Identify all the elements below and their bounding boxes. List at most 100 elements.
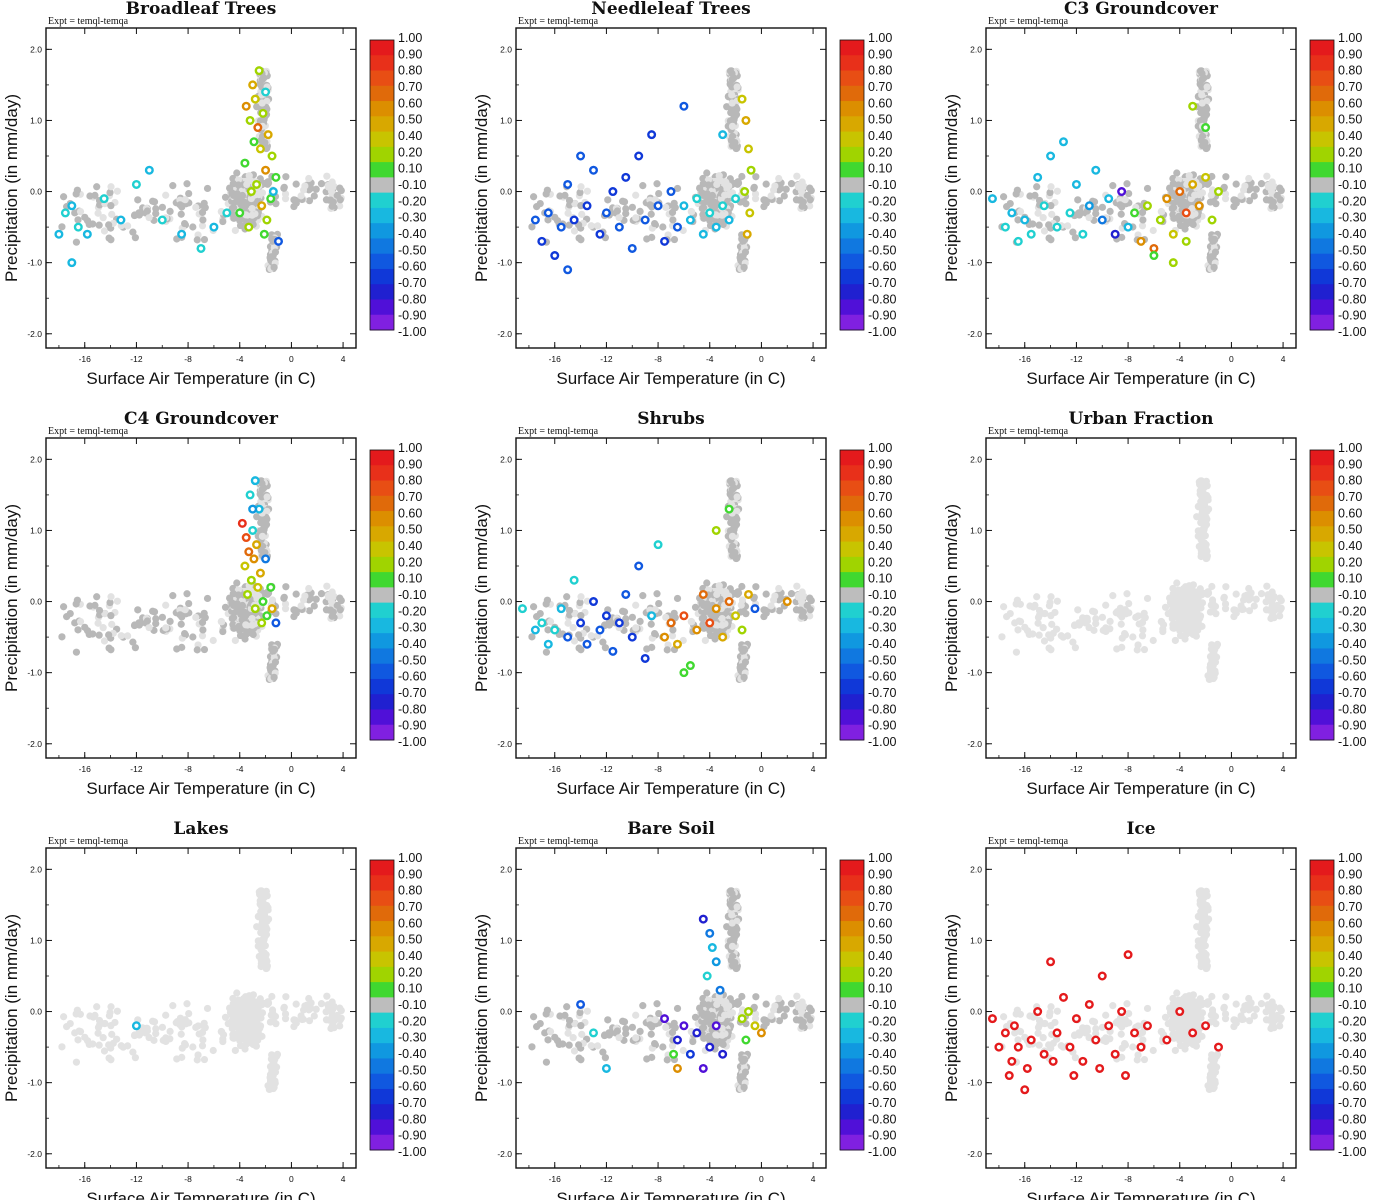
x-tick-label: 0 bbox=[759, 354, 764, 364]
colorbar-label: -0.80 bbox=[1338, 702, 1367, 716]
colorbar-swatch bbox=[1310, 663, 1334, 680]
colorbar-swatch bbox=[370, 556, 394, 573]
background-point bbox=[583, 187, 591, 195]
x-tick-label: 4 bbox=[341, 1174, 346, 1184]
background-point bbox=[999, 193, 1008, 201]
background-point bbox=[1125, 189, 1133, 198]
y-tick-label: 0.0 bbox=[970, 597, 982, 607]
background-point bbox=[775, 174, 783, 183]
background-point bbox=[243, 1000, 251, 1009]
background-point bbox=[113, 597, 121, 605]
background-point bbox=[687, 207, 695, 216]
background-point bbox=[181, 1039, 189, 1048]
background-point bbox=[59, 193, 68, 201]
background-point bbox=[150, 1018, 159, 1026]
background-point bbox=[564, 619, 572, 627]
data-point bbox=[1136, 236, 1146, 246]
background-point bbox=[1174, 181, 1183, 189]
background-point bbox=[94, 619, 102, 627]
data-point bbox=[1020, 215, 1030, 225]
colorbar-swatch bbox=[370, 1027, 394, 1044]
colorbar-swatch bbox=[840, 314, 864, 331]
background-point bbox=[327, 1007, 336, 1016]
background-point bbox=[1047, 202, 1055, 210]
colorbar-label: -0.10 bbox=[868, 588, 897, 602]
background-point bbox=[1047, 183, 1055, 191]
background-point bbox=[1257, 180, 1266, 188]
background-point bbox=[1276, 594, 1284, 602]
background-point bbox=[730, 114, 738, 122]
background-point bbox=[740, 263, 748, 271]
background-point bbox=[1133, 646, 1141, 654]
data-point bbox=[250, 476, 260, 486]
background-point bbox=[66, 609, 74, 618]
background-point bbox=[282, 993, 290, 1001]
background-point bbox=[576, 188, 584, 197]
background-point bbox=[1276, 202, 1284, 210]
background-point bbox=[105, 234, 113, 242]
background-point bbox=[564, 1029, 572, 1037]
x-axis-label: Surface Air Temperature (in C) bbox=[556, 369, 785, 388]
background-point bbox=[263, 925, 271, 933]
background-point bbox=[699, 613, 708, 622]
data-point bbox=[1194, 201, 1204, 211]
data-point bbox=[244, 222, 254, 232]
background-point bbox=[245, 992, 253, 1000]
background-point bbox=[731, 548, 739, 557]
data-point bbox=[711, 604, 721, 614]
background-point bbox=[1085, 213, 1093, 222]
background-point bbox=[699, 174, 707, 183]
background-point bbox=[162, 1034, 170, 1042]
colorbar-label: -0.70 bbox=[868, 686, 897, 700]
colorbar-swatch bbox=[1310, 253, 1334, 270]
colorbar-label: 0.50 bbox=[868, 523, 892, 537]
colorbar-label: -0.50 bbox=[1338, 243, 1367, 257]
data-point bbox=[569, 215, 579, 225]
background-point bbox=[1121, 606, 1129, 614]
data-point bbox=[672, 639, 682, 649]
y-tick-label: -2.0 bbox=[967, 329, 982, 339]
background-point bbox=[793, 582, 801, 590]
colorbar-label: 0.40 bbox=[398, 949, 422, 963]
background-point bbox=[181, 1016, 189, 1024]
data-point bbox=[595, 625, 605, 635]
colorbar-swatch bbox=[370, 982, 394, 998]
background-point bbox=[1220, 594, 1228, 602]
data-point bbox=[177, 229, 187, 239]
colorbar-label: -0.80 bbox=[398, 292, 427, 306]
background-point bbox=[1201, 138, 1209, 147]
background-point bbox=[793, 172, 801, 180]
background-point bbox=[267, 1011, 275, 1019]
background-point bbox=[648, 1053, 656, 1061]
data-point bbox=[1155, 215, 1165, 225]
colorbar-swatch bbox=[1310, 299, 1334, 316]
background-point bbox=[328, 202, 336, 210]
colorbar-label: -0.60 bbox=[1338, 670, 1367, 684]
background-point bbox=[221, 193, 230, 201]
background-point bbox=[270, 1083, 278, 1091]
data-point bbox=[1000, 222, 1010, 232]
data-point bbox=[1168, 229, 1178, 239]
background-point bbox=[734, 178, 742, 186]
data-point bbox=[698, 589, 708, 599]
background-point bbox=[74, 1036, 82, 1044]
background-point bbox=[689, 1037, 697, 1046]
background-point bbox=[124, 1042, 132, 1050]
background-point bbox=[200, 203, 209, 212]
background-point bbox=[198, 222, 207, 230]
background-point bbox=[601, 1054, 610, 1062]
background-point bbox=[1232, 199, 1240, 207]
background-point bbox=[551, 1033, 559, 1041]
background-point bbox=[131, 644, 140, 652]
colorbar-label: -0.20 bbox=[398, 604, 427, 618]
background-point bbox=[145, 213, 153, 222]
colorbar-swatch bbox=[840, 40, 864, 56]
y-axis-label: Precipitation (in mm/day) bbox=[2, 504, 21, 692]
data-point bbox=[550, 625, 560, 635]
background-point bbox=[282, 583, 290, 591]
background-point bbox=[198, 632, 207, 640]
background-point bbox=[528, 1043, 536, 1051]
colorbar-label: -0.10 bbox=[1338, 178, 1367, 192]
colorbar-swatch bbox=[840, 238, 864, 255]
